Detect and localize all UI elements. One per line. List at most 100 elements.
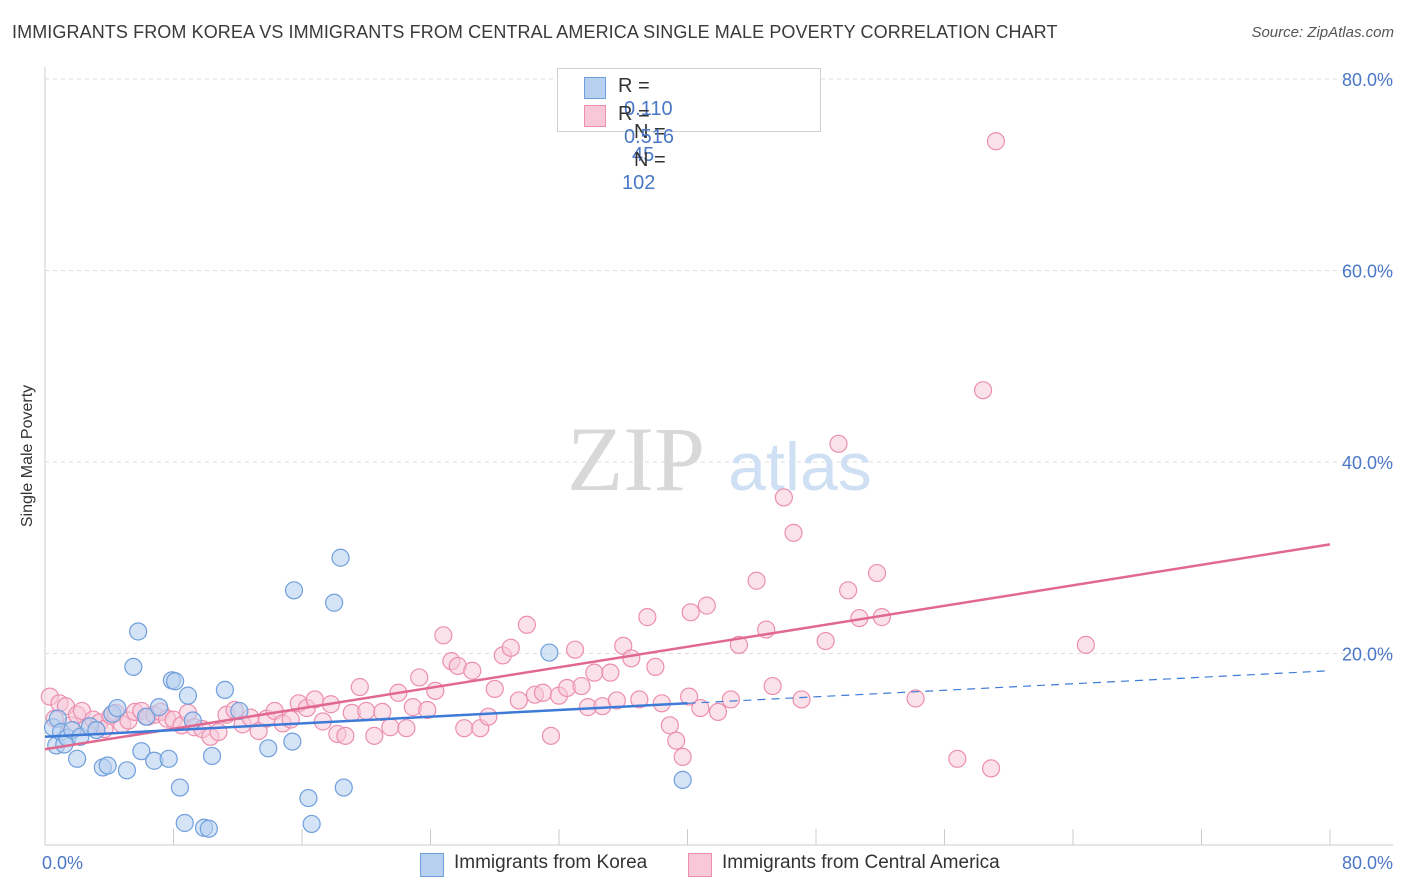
korea-point: [215, 680, 234, 699]
central-america-point: [839, 581, 858, 600]
central-america-point: [906, 689, 925, 708]
korea-point: [166, 672, 185, 691]
central-america-point: [792, 690, 811, 709]
korea-point: [202, 746, 222, 766]
watermark-zip: ZIP: [567, 408, 705, 510]
central-america-point: [981, 759, 1001, 778]
central-america-point: [867, 563, 887, 583]
central-america-point: [350, 677, 369, 697]
korea-legend-swatch: [420, 853, 444, 877]
central-america-point: [463, 661, 482, 680]
ca-r-label: R =: [618, 103, 650, 125]
central-america-point: [646, 657, 665, 677]
central-america-point: [381, 718, 400, 737]
korea-n-value: 45: [632, 144, 655, 166]
central-america-point: [622, 649, 641, 668]
korea-point: [149, 698, 169, 717]
korea-point: [132, 742, 151, 761]
korea-n-label: N =: [634, 121, 666, 143]
central-america-point: [697, 596, 716, 615]
axes: [44, 67, 1393, 846]
korea-r-label: R =: [618, 75, 650, 97]
y-tick-label: 20.0%: [1342, 645, 1393, 665]
korea-point: [302, 814, 321, 834]
central-america-point: [673, 747, 692, 767]
central-america-point: [691, 698, 710, 718]
korea-point: [159, 749, 178, 768]
y-tick-label: 40.0%: [1342, 453, 1393, 473]
central-america-point: [455, 719, 474, 738]
central-america-point: [410, 668, 429, 687]
korea-point: [108, 698, 127, 718]
central-america-point: [774, 488, 793, 507]
korea-point: [137, 707, 156, 726]
central-america-point: [357, 701, 376, 721]
central-america-point: [667, 731, 686, 750]
central-america-point: [680, 687, 699, 706]
ca-n-value: 102: [622, 172, 656, 194]
korea-point: [170, 778, 190, 797]
korea-points: [43, 548, 692, 838]
ca-n-label: N =: [634, 149, 666, 171]
korea-point: [98, 756, 117, 775]
central-america-point: [708, 702, 728, 722]
central-america-point: [816, 631, 835, 651]
central-america-point: [209, 722, 228, 742]
korea-point: [331, 548, 350, 567]
korea-point: [117, 761, 137, 780]
korea-point: [673, 770, 692, 789]
korea-point: [68, 749, 87, 768]
central-america-point: [336, 726, 355, 745]
korea-point: [124, 657, 143, 677]
central-america-point: [397, 719, 416, 738]
watermark-atlas: atlas: [728, 429, 872, 505]
central-america-point: [565, 640, 585, 659]
central-america-swatch: [584, 105, 606, 127]
y-tick-label: 60.0%: [1342, 262, 1393, 282]
central-america-point: [638, 608, 657, 627]
chart-title: IMMIGRANTS FROM KOREA VS IMMIGRANTS FROM…: [12, 22, 1058, 42]
korea-point: [259, 739, 278, 758]
central-america-point: [948, 749, 967, 768]
central-america-point: [1076, 635, 1095, 654]
gridlines: [45, 78, 1393, 654]
x-tick-label-max: 80.0%: [1342, 853, 1393, 873]
central-america-point: [533, 683, 553, 702]
korea-legend-label: Immigrants from Korea: [454, 852, 648, 873]
central-america-point: [479, 707, 498, 726]
central-america-point: [585, 663, 604, 682]
korea-point: [325, 593, 344, 612]
central-america-point: [747, 571, 766, 590]
central-america-point: [541, 726, 561, 745]
korea-swatch: [584, 77, 606, 99]
korea-point: [87, 720, 106, 740]
central-america-point: [784, 523, 803, 542]
korea-point: [334, 778, 353, 797]
central-america-point: [434, 626, 453, 645]
central-america-point: [509, 691, 528, 710]
central-america-point: [485, 679, 504, 699]
central-america-point: [973, 381, 993, 400]
ca-r-value: 0.516: [624, 126, 675, 148]
y-tick-label: 80.0%: [1342, 70, 1393, 90]
korea-point: [175, 813, 194, 833]
korea-point: [299, 788, 318, 808]
korea-point: [540, 643, 559, 662]
central-america-point: [517, 615, 536, 634]
korea-point: [178, 686, 198, 705]
korea-point: [199, 819, 218, 838]
central-america-point: [418, 700, 437, 720]
central-america-point: [630, 690, 649, 709]
x-tick-label-min: 0.0%: [42, 853, 83, 873]
tick-labels: 20.0% 40.0% 60.0% 80.0% 0.0% 80.0%: [42, 70, 1393, 873]
central-america-point: [829, 434, 848, 453]
korea-point: [284, 581, 304, 600]
ca-legend-label: Immigrants from Central America: [722, 852, 1000, 873]
central-america-point: [660, 716, 679, 735]
central-america-trend-line: [44, 543, 1331, 751]
korea-point: [283, 732, 302, 751]
korea-point: [129, 622, 148, 641]
korea-trend-extrapolation: [687, 670, 1331, 704]
central-america-point: [729, 635, 749, 654]
